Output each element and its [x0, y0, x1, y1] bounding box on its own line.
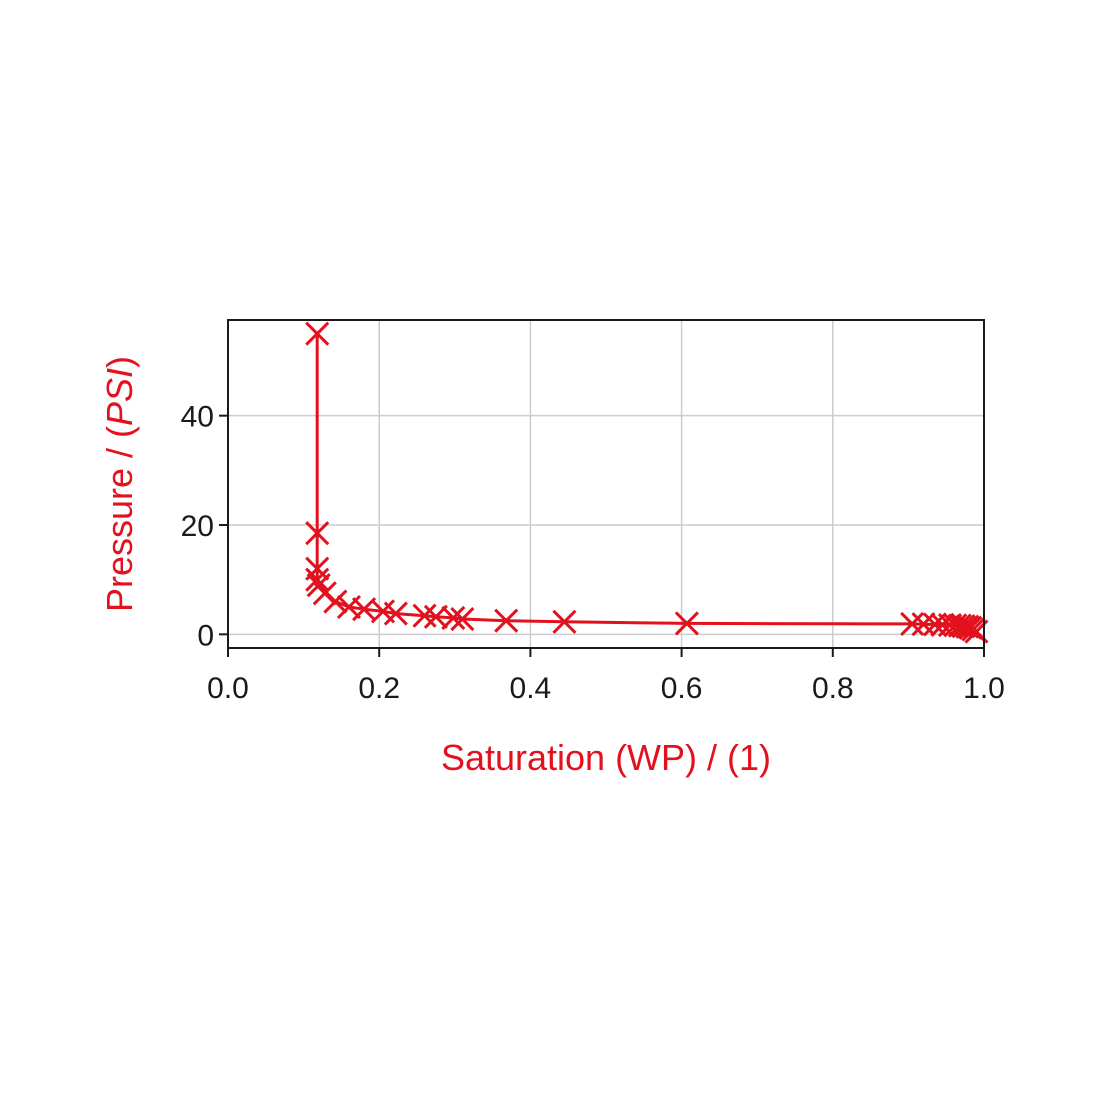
x-tick-label: 0.2 [358, 672, 400, 705]
data-point-marker [305, 567, 330, 592]
ticks: 0.0 0.2 0.4 0.6 0.8 1.0 0 20 40 [181, 401, 1005, 705]
y-tick-label: 40 [181, 401, 214, 434]
series-line [315, 333, 978, 633]
y-tick-label: 0 [197, 619, 214, 652]
data-point-marker [494, 608, 519, 633]
data-point-marker [305, 321, 330, 346]
y-axis-label: Pressure / (PSI) [99, 356, 140, 612]
y-axis-label-prefix: Pressure / ( [99, 426, 140, 612]
data-point-marker [323, 589, 348, 614]
data-point-marker [552, 609, 577, 634]
y-axis-label-suffix: ) [99, 356, 140, 368]
data-point-marker [900, 611, 925, 637]
data-point-marker [911, 612, 936, 637]
x-axis-label: Saturation (WP) / (1) [441, 737, 771, 778]
y-axis-label-unit: PSI [99, 368, 140, 426]
data-point-marker [450, 606, 475, 632]
plot-frame [227, 319, 985, 649]
series-layer [305, 321, 989, 644]
data-point-marker [312, 581, 337, 606]
data-point-marker [674, 611, 699, 636]
data-point-marker [412, 603, 437, 628]
data-point-marker [305, 521, 330, 546]
data-point-marker [383, 601, 408, 626]
x-tick-label: 1.0 [963, 672, 1005, 705]
x-tick-label: 0.6 [661, 672, 703, 705]
x-tick-label: 0.8 [812, 672, 854, 705]
x-tick-label: 0.0 [207, 672, 249, 705]
x-tick-label: 0.4 [510, 672, 552, 705]
y-tick-label: 20 [181, 510, 214, 543]
data-point-marker [441, 605, 466, 630]
